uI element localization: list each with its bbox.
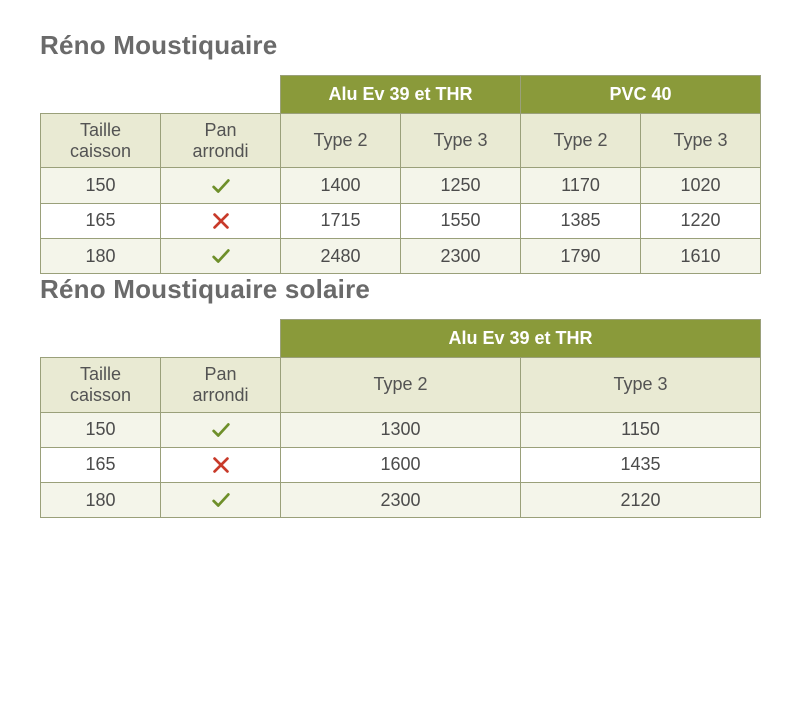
cell-value: 1170 (521, 168, 641, 203)
table-row: 165 1715 1550 1385 1220 (41, 203, 761, 238)
table2: Alu Ev 39 et THR Taillecaisson Panarrond… (40, 319, 761, 518)
cell-value: 1150 (521, 412, 761, 447)
cell-value: 2120 (521, 483, 761, 518)
table-row: 150 1400 1250 1170 1020 (41, 168, 761, 203)
check-icon (210, 175, 232, 197)
table1-group-header-1: Alu Ev 39 et THR (281, 76, 521, 114)
cell-rounded (161, 203, 281, 238)
cell-size: 165 (41, 203, 161, 238)
cell-value: 1715 (281, 203, 401, 238)
cell-value: 1790 (521, 238, 641, 273)
cell-size: 150 (41, 412, 161, 447)
cell-size: 150 (41, 168, 161, 203)
table2-group-row: Alu Ev 39 et THR (41, 320, 761, 358)
cell-value: 1550 (401, 203, 521, 238)
cell-size: 180 (41, 238, 161, 273)
table-row: 180 2480 2300 1790 1610 (41, 238, 761, 273)
col-header-g1a: Type 2 (281, 358, 521, 412)
table2-group-header-1: Alu Ev 39 et THR (281, 320, 761, 358)
cell-size: 180 (41, 483, 161, 518)
table-row: 180 2300 2120 (41, 483, 761, 518)
cross-icon (210, 454, 232, 476)
table1: Alu Ev 39 et THR PVC 40 Taillecaisson Pa… (40, 75, 761, 274)
cell-value: 1400 (281, 168, 401, 203)
cell-rounded (161, 168, 281, 203)
table2-subheader-row: Taillecaisson Panarrondi Type 2 Type 3 (41, 358, 761, 412)
cell-value: 1610 (641, 238, 761, 273)
cell-rounded (161, 483, 281, 518)
col-header-taille: Taillecaisson (41, 358, 161, 412)
cell-value: 2480 (281, 238, 401, 273)
check-icon (210, 489, 232, 511)
col-header-g1b: Type 3 (401, 114, 521, 168)
cell-rounded (161, 238, 281, 273)
cell-size: 165 (41, 447, 161, 482)
cell-rounded (161, 447, 281, 482)
cell-value: 1385 (521, 203, 641, 238)
table-row: 165 1600 1435 (41, 447, 761, 482)
col-header-g2a: Type 2 (521, 114, 641, 168)
table2-title: Réno Moustiquaire solaire (40, 274, 760, 305)
table-row: 150 1300 1150 (41, 412, 761, 447)
cell-value: 1600 (281, 447, 521, 482)
empty-cell (41, 320, 281, 358)
empty-cell (41, 76, 281, 114)
col-header-g1b: Type 3 (521, 358, 761, 412)
col-header-pan: Panarrondi (161, 114, 281, 168)
cell-value: 1250 (401, 168, 521, 203)
cell-value: 1220 (641, 203, 761, 238)
cell-value: 2300 (401, 238, 521, 273)
cell-rounded (161, 412, 281, 447)
cell-value: 1020 (641, 168, 761, 203)
cell-value: 2300 (281, 483, 521, 518)
cross-icon (210, 210, 232, 232)
check-icon (210, 245, 232, 267)
cell-value: 1435 (521, 447, 761, 482)
check-icon (210, 419, 232, 441)
col-header-g2b: Type 3 (641, 114, 761, 168)
table1-group-row: Alu Ev 39 et THR PVC 40 (41, 76, 761, 114)
table1-subheader-row: Taillecaisson Panarrondi Type 2 Type 3 T… (41, 114, 761, 168)
col-header-g1a: Type 2 (281, 114, 401, 168)
table1-title: Réno Moustiquaire (40, 30, 760, 61)
col-header-taille: Taillecaisson (41, 114, 161, 168)
table1-group-header-2: PVC 40 (521, 76, 761, 114)
cell-value: 1300 (281, 412, 521, 447)
col-header-pan: Panarrondi (161, 358, 281, 412)
